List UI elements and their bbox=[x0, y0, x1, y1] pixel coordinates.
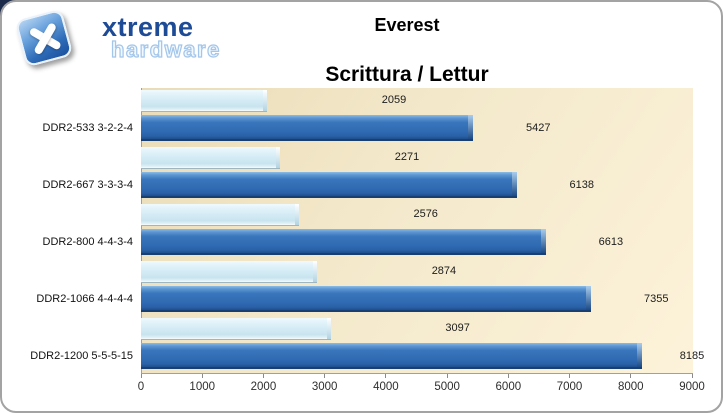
x-tick-label: 8000 bbox=[617, 381, 644, 393]
x-axis-tick bbox=[569, 374, 571, 378]
bar-lettur-1 bbox=[141, 172, 517, 198]
xtreme-hardware-logo: xtreme hardware bbox=[14, 8, 244, 68]
bar-value-label: 2576 bbox=[413, 208, 438, 220]
x-tick-label: 5000 bbox=[434, 381, 460, 393]
x-axis-tick bbox=[201, 374, 203, 378]
x-tick-label: 9000 bbox=[679, 381, 705, 393]
bar-value-label: 6138 bbox=[569, 179, 595, 191]
bar-value-label: 2874 bbox=[431, 265, 457, 277]
chart-subtitle: Scrittura / Lettur bbox=[325, 63, 489, 86]
brand-name-hardware: hardware bbox=[110, 36, 221, 62]
x-axis-tick bbox=[630, 374, 632, 378]
brand-name-xtreme: xtreme bbox=[102, 12, 194, 42]
bar-value-label: 5427 bbox=[526, 122, 551, 134]
x-tick-label: 7000 bbox=[556, 381, 583, 393]
category-label: DDR2-1200 5-5-5-15 bbox=[30, 350, 133, 362]
bar-lettur-3 bbox=[141, 286, 592, 312]
bar-value-label: 2271 bbox=[394, 151, 420, 163]
category-label: DDR2-667 3-3-3-4 bbox=[42, 179, 133, 191]
bar-lettur-2 bbox=[141, 229, 546, 255]
x-tick-label: 2000 bbox=[250, 381, 277, 393]
bar-value-label: 2059 bbox=[381, 94, 407, 106]
bar-value-label: 8185 bbox=[679, 350, 705, 362]
bar-scrittura-4 bbox=[141, 318, 331, 340]
page-title: Everest bbox=[374, 15, 440, 35]
bar-lettur-0 bbox=[141, 115, 474, 141]
x-axis-tick bbox=[385, 374, 387, 378]
x-axis-tick bbox=[262, 374, 264, 378]
x-tick-label: 1000 bbox=[189, 381, 216, 393]
x-tick-label: 4000 bbox=[373, 381, 399, 393]
x-tick-label: 3000 bbox=[311, 381, 338, 393]
x-axis-tick bbox=[691, 374, 693, 378]
bar-scrittura-0 bbox=[141, 90, 268, 112]
x-axis-tick bbox=[324, 374, 326, 378]
bar-lettur-4 bbox=[141, 343, 643, 369]
bar-value-label: 3097 bbox=[445, 322, 470, 334]
category-label: DDR2-800 4-4-3-4 bbox=[42, 236, 133, 248]
category-label: DDR2-1066 4-4-4-4 bbox=[36, 293, 133, 305]
x-axis-tick bbox=[507, 374, 509, 378]
bar-scrittura-2 bbox=[141, 204, 299, 226]
bar-value-label: 6613 bbox=[598, 236, 624, 248]
bar-scrittura-3 bbox=[141, 261, 317, 283]
x-axis-tick bbox=[140, 374, 142, 378]
bar-scrittura-1 bbox=[141, 147, 281, 169]
x-tick-label: 0 bbox=[137, 381, 145, 393]
category-label: DDR2-533 3-2-2-4 bbox=[42, 122, 133, 134]
bar-value-label: 7355 bbox=[644, 293, 669, 305]
x-tick-label: 6000 bbox=[495, 381, 522, 393]
x-axis-tick bbox=[446, 374, 448, 378]
